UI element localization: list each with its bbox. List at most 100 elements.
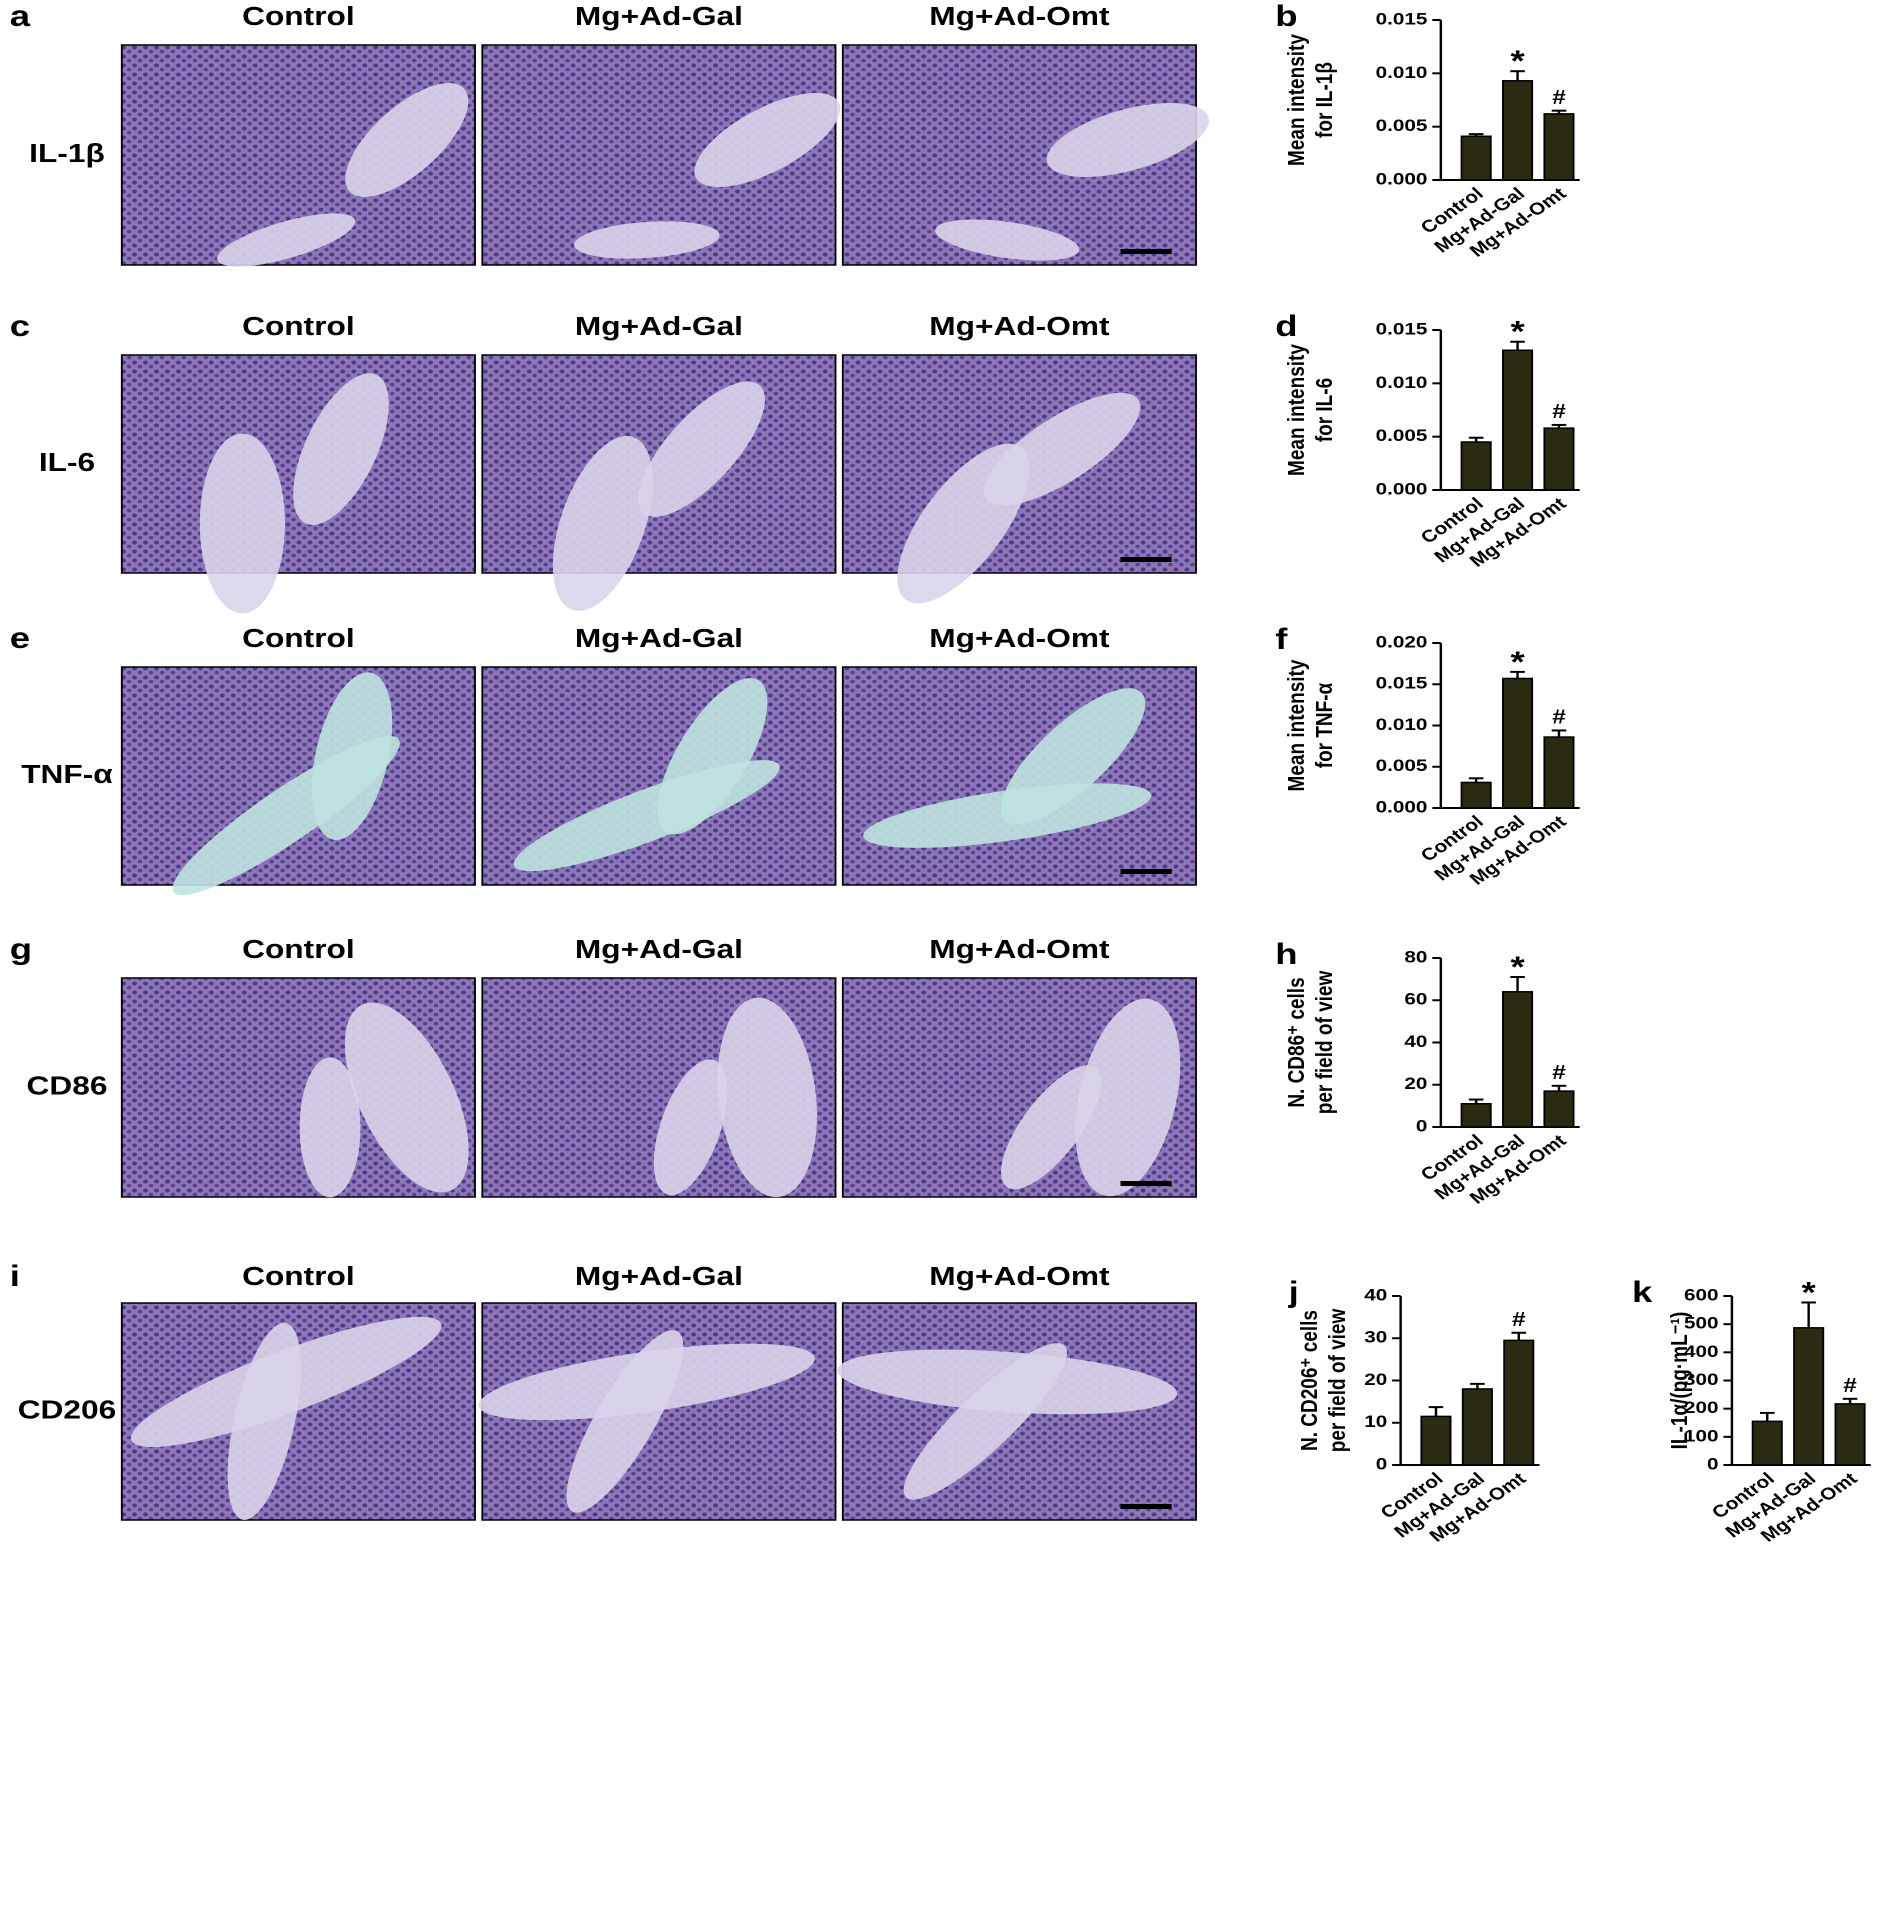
column-header: Mg+Ad-Gal xyxy=(575,624,743,653)
y-tick-label: 40 xyxy=(1404,1033,1427,1052)
y-tick-label: 0.010 xyxy=(1376,63,1428,82)
y-axis-label: N. CD86⁺ cells xyxy=(1284,977,1309,1107)
y-tick-label: 0.015 xyxy=(1376,320,1428,339)
bar xyxy=(1460,781,1492,809)
column-header: Control xyxy=(242,935,355,964)
panel-label: g xyxy=(10,933,32,966)
y-axis-label: Mean intensity xyxy=(1284,344,1309,476)
y-tick-label: 200 xyxy=(1684,1399,1719,1418)
column-header: Mg+Ad-Omt xyxy=(929,1262,1110,1291)
column-header: Mg+Ad-Gal xyxy=(575,1262,743,1291)
bone-region xyxy=(1075,998,1181,1197)
significance-mark: * xyxy=(1802,1276,1816,1309)
significance-mark: # xyxy=(1552,400,1566,422)
y-tick-label: 0 xyxy=(1416,1117,1428,1136)
bone-region xyxy=(653,1059,728,1196)
scale-bar xyxy=(1120,1504,1172,1509)
bar xyxy=(1460,441,1492,491)
bone-region xyxy=(573,221,720,259)
bar xyxy=(1543,736,1575,809)
column-header: Control xyxy=(242,312,355,341)
significance-mark: # xyxy=(1512,1308,1526,1330)
panel-label: h xyxy=(1275,938,1297,971)
panel-label: b xyxy=(1275,0,1297,33)
y-tick-label: 100 xyxy=(1684,1427,1719,1446)
y-tick-label: 20 xyxy=(1404,1075,1427,1094)
bone-region xyxy=(217,213,356,267)
bar xyxy=(1543,427,1575,491)
significance-mark: * xyxy=(1510,951,1524,984)
scale-bar xyxy=(1120,557,1172,562)
bone-region xyxy=(903,1343,1068,1500)
row-marker: IL-6 xyxy=(39,448,95,477)
y-tick-label: 60 xyxy=(1404,990,1427,1009)
y-tick-label: 40 xyxy=(1364,1286,1387,1305)
y-tick-label: 400 xyxy=(1684,1342,1719,1361)
column-header: Mg+Ad-Omt xyxy=(929,2,1110,31)
y-axis-label: for TNF-α xyxy=(1312,683,1337,768)
bar xyxy=(1420,1415,1452,1466)
bone-region xyxy=(863,783,1152,848)
y-tick-label: 0.015 xyxy=(1376,10,1428,29)
significance-mark: * xyxy=(1510,316,1524,349)
y-tick-label: 80 xyxy=(1404,948,1427,967)
y-tick-label: 0.005 xyxy=(1376,427,1428,446)
y-axis-label: per field of view xyxy=(1312,970,1337,1114)
column-header: Mg+Ad-Omt xyxy=(929,624,1110,653)
y-tick-label: 300 xyxy=(1684,1371,1719,1390)
y-tick-label: 0.005 xyxy=(1376,117,1428,136)
column-header: Mg+Ad-Gal xyxy=(575,312,743,341)
y-axis-label: Mean intensity xyxy=(1284,34,1309,166)
y-tick-label: 20 xyxy=(1364,1371,1387,1390)
y-tick-label: 0.010 xyxy=(1376,716,1428,735)
panel-label: d xyxy=(1275,310,1297,343)
y-tick-label: 0.015 xyxy=(1376,674,1428,693)
column-header: Control xyxy=(242,624,355,653)
bone-region xyxy=(1000,1065,1102,1190)
y-tick-label: 0.000 xyxy=(1376,798,1428,817)
bar xyxy=(1461,1388,1493,1466)
bone-region xyxy=(638,381,765,517)
y-tick-label: 0 xyxy=(1707,1455,1719,1474)
bone-region xyxy=(566,1330,684,1513)
y-tick-label: 0 xyxy=(1376,1455,1388,1474)
bar xyxy=(1502,349,1534,491)
panel-label: j xyxy=(1287,1276,1298,1309)
bone-region xyxy=(172,736,400,896)
bar xyxy=(1503,1339,1535,1466)
y-axis-label: for IL-6 xyxy=(1312,378,1337,442)
bone-region xyxy=(227,1322,301,1520)
column-header: Mg+Ad-Omt xyxy=(929,935,1110,964)
significance-mark: # xyxy=(1552,706,1566,728)
y-tick-label: 0.020 xyxy=(1376,633,1428,652)
y-tick-label: 0.005 xyxy=(1376,757,1428,776)
panel-label: c xyxy=(10,310,30,343)
y-tick-label: 600 xyxy=(1684,1286,1719,1305)
column-header: Control xyxy=(242,2,355,31)
bone-region xyxy=(513,760,780,872)
bar xyxy=(1460,1103,1492,1128)
bar xyxy=(1793,1327,1825,1466)
y-tick-label: 0.000 xyxy=(1376,480,1428,499)
column-header: Mg+Ad-Omt xyxy=(929,312,1110,341)
bar xyxy=(1502,80,1534,181)
significance-mark: # xyxy=(1552,1061,1566,1083)
bone-region xyxy=(199,433,285,614)
scale-bar xyxy=(1120,869,1172,874)
row-marker: CD86 xyxy=(27,1072,108,1101)
bone-region xyxy=(345,83,469,197)
panel-label: k xyxy=(1632,1276,1653,1309)
bone-region xyxy=(344,1002,469,1193)
y-tick-label: 0.000 xyxy=(1376,170,1428,189)
bar xyxy=(1502,677,1534,809)
panel-label: i xyxy=(10,1260,20,1293)
column-header: Mg+Ad-Gal xyxy=(575,935,743,964)
bar xyxy=(1543,113,1575,181)
row-marker: IL-1β xyxy=(29,139,105,168)
y-tick-label: 500 xyxy=(1684,1314,1719,1333)
y-axis-label: N. CD206⁺ cells xyxy=(1298,1310,1323,1451)
bar xyxy=(1751,1420,1783,1466)
significance-mark: # xyxy=(1843,1374,1857,1396)
y-tick-label: 30 xyxy=(1364,1328,1387,1347)
